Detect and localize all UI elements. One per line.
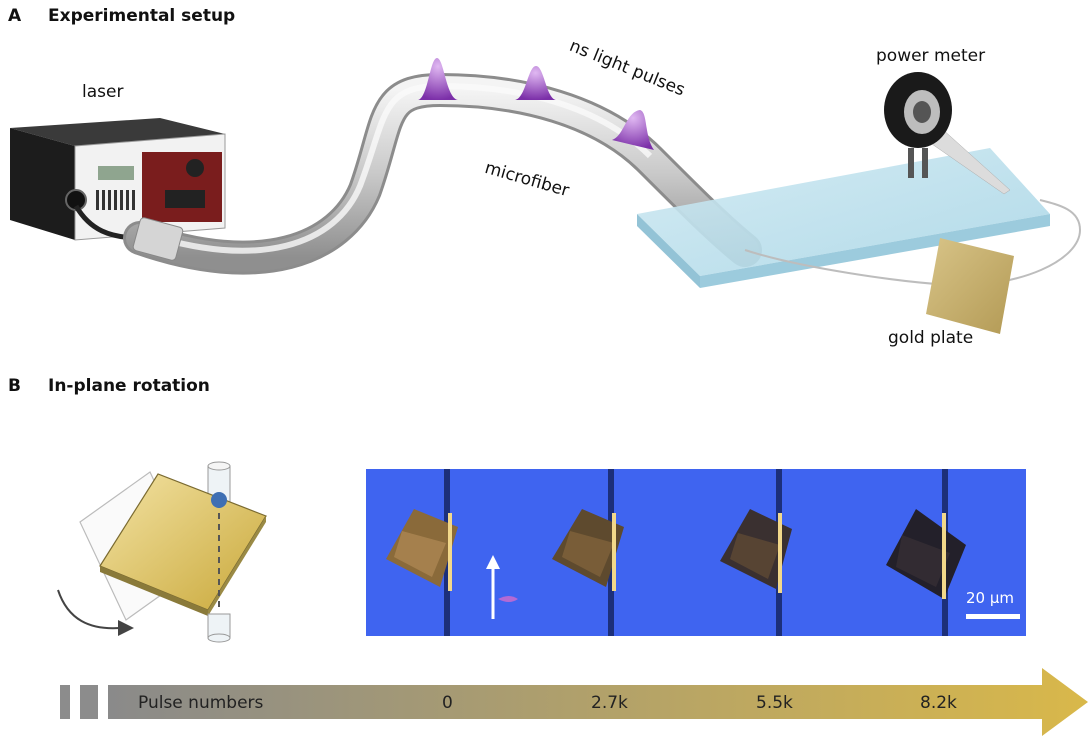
light-pulse-icon xyxy=(515,66,556,100)
panel-a-title: A Experimental setup xyxy=(8,6,235,26)
pulse-direction-icon xyxy=(498,596,518,602)
power-meter-label: power meter xyxy=(876,46,986,66)
experimental-setup-illustration xyxy=(10,58,1082,334)
arrow-tail-bar xyxy=(60,685,70,719)
rotation-arrow-icon xyxy=(57,589,121,630)
light-pulse-icon xyxy=(612,110,654,150)
pulse-number-arrow xyxy=(60,668,1088,736)
flake-frame-1 xyxy=(386,509,458,591)
gold-plate-label: gold plate xyxy=(888,328,974,348)
scale-bar xyxy=(966,614,1020,619)
gold-plate xyxy=(926,238,1014,334)
panel-b-title: B In-plane rotation xyxy=(8,376,210,396)
laser-device xyxy=(10,118,226,241)
flake-frame-4 xyxy=(886,509,966,599)
laser-label: laser xyxy=(82,82,124,102)
scale-bar-label: 20 μm xyxy=(966,589,1015,607)
light-pulse-icon xyxy=(418,58,458,100)
timeline-tick: 8.2k xyxy=(920,693,957,713)
microscope-image: 20 μm xyxy=(366,469,1026,636)
flake-frame-2 xyxy=(552,509,624,591)
glass-slide xyxy=(637,148,1050,288)
arrow-body xyxy=(108,668,1088,736)
panel-a-heading: Experimental setup xyxy=(48,6,236,26)
timeline-tick: 2.7k xyxy=(591,693,628,713)
pivot-icon xyxy=(211,492,227,508)
timeline-title: Pulse numbers xyxy=(138,693,264,713)
timeline-tick: 5.5k xyxy=(756,693,793,713)
timeline-tick: 0 xyxy=(442,693,453,713)
up-arrow-icon xyxy=(486,555,500,619)
panel-b-heading: In-plane rotation xyxy=(48,376,210,396)
power-meter-device xyxy=(884,72,952,178)
flake-frame-3 xyxy=(720,509,792,593)
panel-a-letter: A xyxy=(8,6,22,26)
rotation-schematic xyxy=(57,461,267,643)
arrow-tail-bar xyxy=(80,685,98,719)
plate-edge xyxy=(100,566,208,616)
panel-b-letter: B xyxy=(8,376,21,396)
